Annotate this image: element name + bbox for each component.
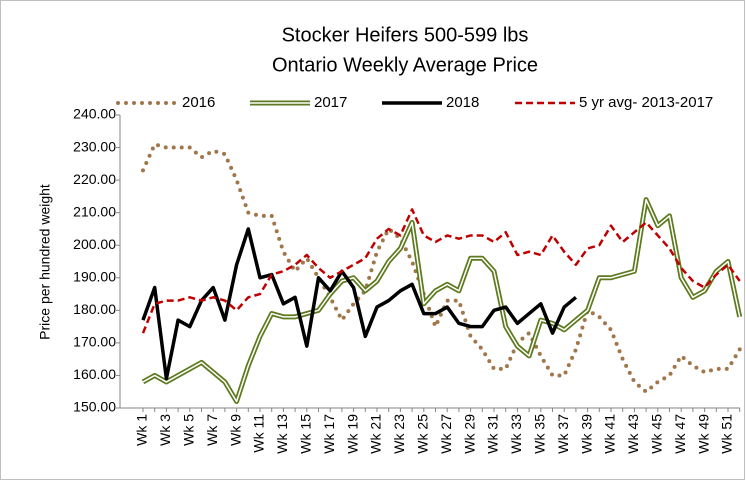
x-tick-label: Wk 45 — [649, 414, 665, 454]
y-tick-label: 200.00 — [73, 236, 116, 252]
legend-label: 2018 — [446, 94, 479, 111]
x-tick-label: Wk 47 — [672, 414, 688, 454]
x-tick-label: Wk 51 — [719, 414, 735, 454]
y-axis-title: Price per hundred weight — [37, 184, 53, 340]
y-tick-label: 220.00 — [73, 171, 116, 187]
legend-label: 2016 — [182, 94, 215, 111]
y-tick-label: 160.00 — [73, 366, 116, 382]
legend-label: 5 yr avg- 2013-2017 — [579, 94, 713, 111]
series-line — [141, 208, 741, 334]
x-tick-label: Wk 31 — [485, 414, 501, 454]
x-tick-label: Wk 5 — [181, 414, 197, 446]
y-tick-label: 170.00 — [73, 334, 116, 350]
x-tick-label: Wk 1 — [134, 414, 150, 446]
x-tick-label: Wk 39 — [578, 414, 594, 454]
x-tick-label: Wk 33 — [508, 414, 524, 454]
series-line — [141, 227, 578, 381]
y-tick-label: 150.00 — [73, 399, 116, 415]
x-tick-label: Wk 25 — [415, 414, 431, 454]
x-tick-label: Wk 29 — [461, 414, 477, 454]
x-tick-label: Wk 15 — [298, 414, 314, 454]
x-tick-label: Wk 37 — [555, 414, 571, 454]
y-tick-label: 180.00 — [73, 301, 116, 317]
x-tick-label: Wk 21 — [368, 414, 384, 454]
x-tick-label: Wk 17 — [321, 414, 337, 454]
series-line-inner — [142, 198, 741, 403]
x-tick-label: Wk 35 — [532, 414, 548, 454]
y-tick-label: 210.00 — [73, 203, 116, 219]
x-tick-label: Wk 3 — [157, 414, 173, 446]
x-tick-label: Wk 43 — [625, 414, 641, 454]
legend-label: 2017 — [314, 94, 347, 111]
series-line — [141, 142, 742, 394]
x-tick-label: Wk 19 — [344, 414, 360, 454]
chart-subtitle: Ontario Weekly Average Price — [272, 54, 538, 76]
x-tick-label: Wk 49 — [695, 414, 711, 454]
x-tick-label: Wk 7 — [204, 414, 220, 446]
x-tick-label: Wk 27 — [438, 414, 454, 454]
x-tick-label: Wk 13 — [274, 414, 290, 454]
y-tick-label: 190.00 — [73, 268, 116, 284]
chart-title: Stocker Heifers 500-599 lbs — [282, 24, 529, 46]
y-tick-label: 230.00 — [73, 138, 116, 154]
x-tick-label: Wk 9 — [227, 414, 243, 446]
x-tick-label: Wk 11 — [251, 414, 267, 453]
x-tick-label: Wk 23 — [391, 414, 407, 454]
y-tick-label: 240.00 — [73, 106, 116, 122]
x-tick-label: Wk 41 — [602, 414, 618, 454]
